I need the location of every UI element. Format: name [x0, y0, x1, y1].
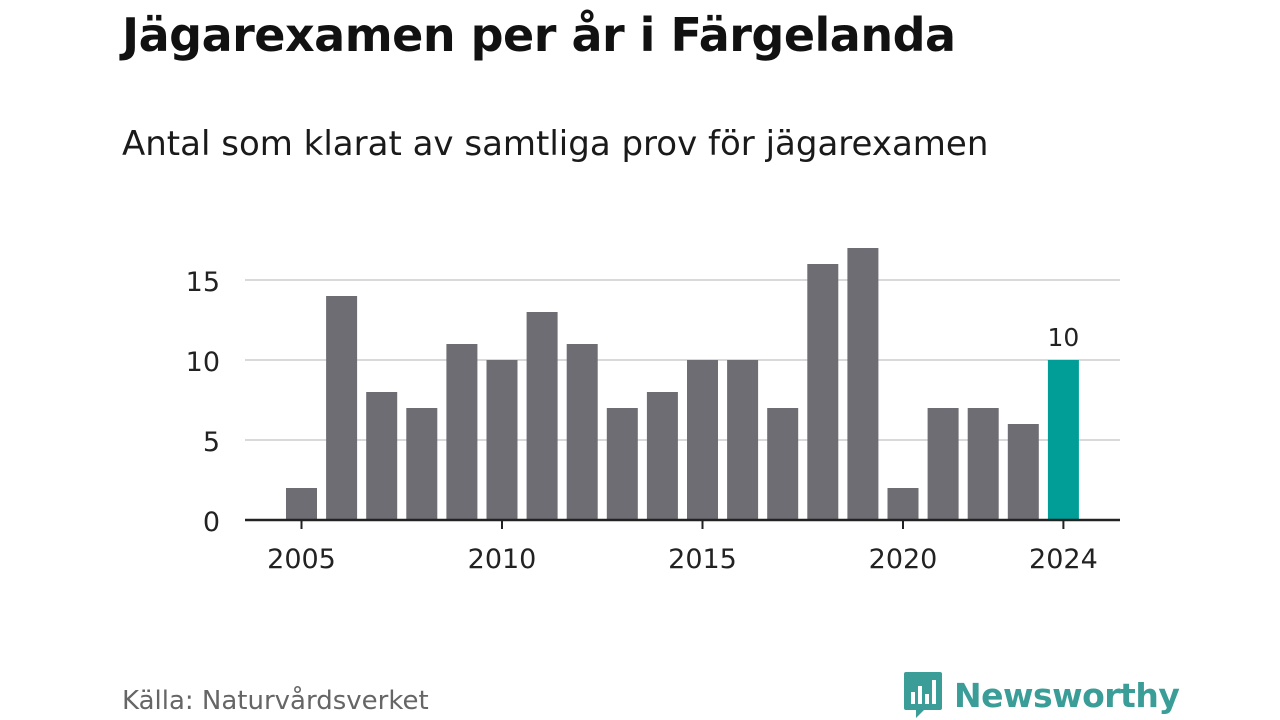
bar-2006 — [326, 296, 358, 520]
bar-2015 — [687, 360, 718, 520]
chart-title: Jägarexamen per år i Färgelanda — [122, 8, 956, 62]
bars — [286, 248, 1079, 520]
bar-2013 — [606, 408, 638, 520]
x-axis — [245, 518, 1120, 529]
x-tick-label: 2024 — [1029, 544, 1098, 575]
bar-2012 — [566, 344, 598, 520]
y-tick-label: 5 — [203, 427, 220, 458]
bar-2018 — [807, 264, 839, 520]
newsworthy-logo[interactable]: Newsworthy — [902, 670, 1180, 720]
bar-2009 — [446, 344, 478, 520]
y-tick-label: 0 — [203, 507, 220, 538]
bar-2020 — [887, 488, 919, 520]
x-tick-label: 2015 — [668, 544, 737, 575]
y-tick-label: 10 — [186, 347, 220, 378]
newsworthy-brand-name: Newsworthy — [954, 675, 1180, 715]
bar-2014 — [646, 392, 678, 520]
bar-2017 — [767, 408, 799, 520]
bar-2010 — [486, 360, 518, 520]
bar-2023 — [1007, 424, 1039, 520]
x-tick-label: 2010 — [468, 544, 537, 575]
bar-2005 — [286, 488, 317, 520]
x-tick-label: 2020 — [869, 544, 938, 575]
chart-subtitle: Antal som klarat av samtliga prov för jä… — [122, 124, 989, 164]
bar-2021 — [927, 408, 959, 520]
bar-2016 — [727, 360, 759, 520]
data-label-2024: 10 — [1047, 323, 1079, 352]
bar-2008 — [406, 408, 438, 520]
y-tick-label: 15 — [186, 267, 220, 298]
bar-2019 — [847, 248, 879, 520]
source-note: Källa: Naturvårdsverket — [122, 686, 429, 716]
newsworthy-logo-icon — [904, 672, 942, 718]
bar-2024 — [1047, 360, 1079, 520]
bar-2011 — [526, 312, 558, 520]
bar-2022 — [967, 408, 999, 520]
bar-2007 — [366, 392, 398, 520]
tick-labels: 0 5 10 15 10 2005 2010 2015 2020 2024 — [186, 267, 1098, 575]
x-tick-label: 2005 — [267, 544, 336, 575]
